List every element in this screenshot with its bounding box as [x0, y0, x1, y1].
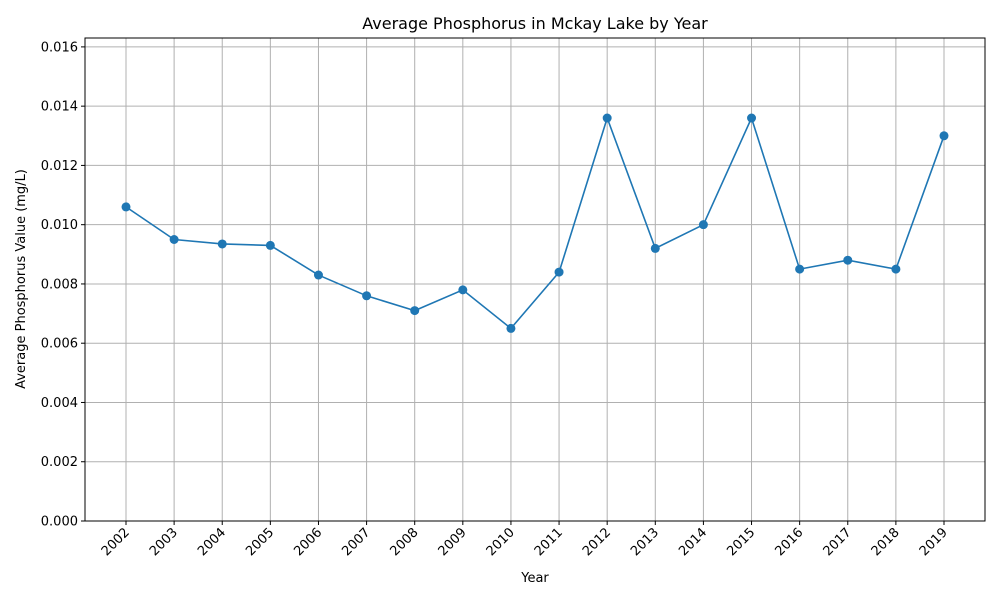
y-tick-label: 0.002	[41, 455, 78, 470]
x-tick-label: 2018	[869, 525, 903, 559]
y-tick-label: 0.012	[41, 159, 78, 174]
data-point	[313, 270, 323, 280]
x-tick-label: 2006	[291, 525, 325, 559]
data-point	[458, 285, 468, 295]
x-tick-label: 2009	[436, 525, 470, 559]
data-point	[554, 267, 564, 277]
y-tick-label: 0.004	[41, 396, 78, 411]
x-tick-label: 2008	[388, 525, 422, 559]
x-tick-label: 2013	[628, 525, 662, 559]
y-tick-label: 0.010	[41, 218, 78, 233]
x-tick-label: 2010	[484, 525, 518, 559]
x-tick-label: 2016	[772, 525, 806, 559]
x-tick-label: 2015	[724, 525, 758, 559]
y-tick-label: 0.014	[41, 100, 78, 115]
data-point	[650, 243, 660, 253]
x-tick-label: 2012	[580, 525, 614, 559]
data-point	[265, 240, 275, 250]
data-point	[410, 306, 420, 316]
x-tick-label: 2007	[339, 525, 373, 559]
data-point	[169, 234, 179, 244]
data-point	[891, 264, 901, 274]
x-axis-label: Year	[520, 571, 549, 586]
x-tick-label: 2004	[195, 525, 229, 559]
x-tick-label: 2011	[532, 525, 566, 559]
x-axis: 2002 2003 2004 2005 2006 2007 2008 2009 2010 2011…	[99, 521, 951, 559]
plot-frame	[84, 37, 986, 522]
data-point	[506, 323, 516, 333]
y-axis: 0.000 0.002 0.004 0.006 0.008 0.010 0.012 0.014…	[41, 40, 85, 530]
data-point	[121, 202, 131, 212]
x-tick-label: 2002	[99, 525, 133, 559]
x-tick-label: 2019	[917, 525, 951, 559]
data-point	[602, 113, 612, 123]
x-tick-label: 2014	[676, 525, 710, 559]
data-point	[843, 255, 853, 265]
y-tick-label: 0.006	[41, 337, 78, 352]
data-point	[362, 291, 372, 301]
series-line	[125, 115, 945, 330]
y-tick-label: 0.008	[41, 277, 78, 292]
data-point	[217, 239, 227, 249]
series-layer	[121, 113, 949, 333]
x-tick-label: 2003	[147, 525, 181, 559]
x-tick-label: 2005	[243, 525, 277, 559]
x-tick-label: 2017	[821, 525, 855, 559]
y-tick-label: 0.000	[41, 515, 78, 530]
data-point	[795, 264, 805, 274]
y-axis-label: Average Phosphorus Value (mg/L)	[14, 169, 29, 389]
data-point	[747, 113, 757, 123]
y-tick-label: 0.016	[41, 40, 78, 55]
data-point	[939, 131, 949, 141]
grid-layer	[85, 38, 985, 522]
data-point	[698, 220, 708, 230]
chart-title: Average Phosphorus in Mckay Lake by Year	[362, 14, 708, 33]
